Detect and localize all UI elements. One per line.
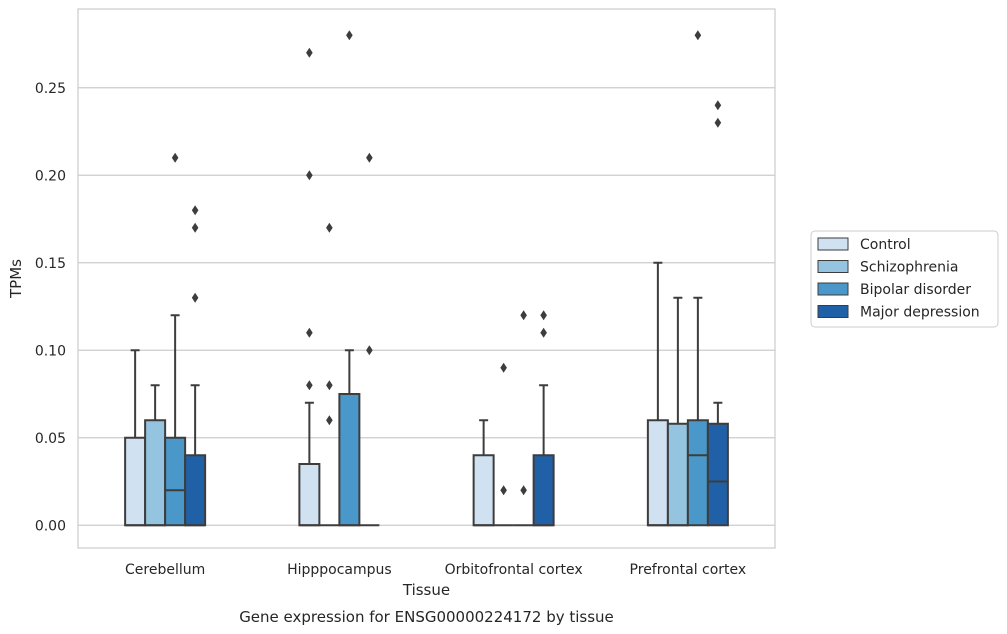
box-control (124, 349, 147, 527)
outlier-point (191, 222, 199, 233)
outlier-point (714, 100, 722, 111)
box-body (686, 419, 709, 527)
legend-frame (810, 230, 999, 328)
legend-label: Schizophrenia (860, 260, 958, 276)
x-tick-label: Prefrontal cortex (630, 562, 747, 578)
y-tick-label: 0.20 (35, 168, 66, 184)
outlier-point (326, 415, 333, 426)
box-body (298, 463, 321, 527)
outlier-point (326, 380, 333, 391)
box-body (184, 454, 207, 527)
legend-label: Bipolar disorder (860, 282, 971, 298)
legend-swatch (817, 305, 849, 318)
box-body (164, 436, 187, 527)
x-tick-label: Cerebellum (125, 562, 205, 578)
box-body (338, 393, 361, 527)
box-schizophrenia (493, 362, 514, 527)
legend-item: Bipolar disorder (817, 282, 971, 298)
outlier-point (306, 170, 313, 181)
outlier-point (366, 152, 373, 163)
outlier-point (694, 30, 702, 41)
outlier-point (500, 362, 507, 373)
legend-swatch (817, 282, 849, 296)
box-body (646, 419, 669, 527)
x-tick-label: Orbitofrontal cortex (445, 562, 583, 578)
legend-swatch (817, 237, 849, 251)
y-axis-label: TPMs (7, 259, 25, 299)
y-tick-label: 0.10 (35, 343, 66, 359)
box-bipolar-disorder (513, 310, 534, 527)
outlier-point (306, 380, 313, 391)
outlier-point (306, 47, 313, 58)
plot-frame (77, 8, 776, 549)
box-body (666, 422, 689, 527)
legend-item: Major depression (817, 305, 980, 321)
box-body (124, 436, 147, 527)
x-axis-label: Tissue (402, 581, 450, 599)
outlier-point (326, 222, 333, 233)
box-bipolar-disorder (164, 152, 187, 527)
outlier-point (714, 117, 722, 128)
outlier-point (306, 327, 313, 338)
y-tick-label: 0.15 (35, 256, 66, 272)
y-tick-label: 0.25 (35, 81, 66, 97)
legend-item: Schizophrenia (817, 260, 958, 276)
legend-label: Major depression (860, 305, 980, 321)
box-bipolar-disorder (686, 30, 709, 527)
box-schizophrenia (666, 296, 689, 527)
outlier-point (171, 152, 179, 163)
outlier-point (191, 205, 199, 216)
y-tick-labels: 0.00 0.05 0.10 0.15 0.20 0.25 (35, 81, 66, 535)
outlier-point (540, 310, 547, 321)
box-major-depression (184, 205, 207, 527)
box-body (532, 454, 555, 527)
box-control (298, 47, 321, 527)
box-schizophrenia (144, 384, 167, 527)
box-major-depression (532, 310, 555, 527)
legend: Control Schizophrenia Bipolar disorder Majo… (810, 230, 999, 328)
legend-item: Control (817, 237, 911, 253)
outlier-point (346, 30, 353, 41)
box-body (472, 454, 495, 527)
outlier-point (500, 485, 507, 496)
y-tick-label: 0.05 (35, 431, 66, 447)
box-schizophrenia (319, 222, 340, 527)
chart-caption: Gene expression for ENSG00000224172 by t… (239, 608, 614, 626)
box-layer (124, 30, 729, 527)
outlier-point (520, 485, 527, 496)
box-major-depression (359, 152, 380, 527)
y-tick-label: 0.00 (35, 518, 66, 534)
x-tick-label: Hipppocampus (287, 562, 392, 578)
outlier-point (366, 345, 373, 356)
box-control (472, 419, 495, 527)
outlier-point (520, 310, 527, 321)
legend-swatch (817, 260, 849, 273)
outlier-point (540, 327, 547, 338)
box-major-depression (706, 100, 729, 527)
x-tick-labels: Cerebellum Hipppocampus Orbitofrontal cort… (125, 562, 746, 578)
box-control (646, 261, 669, 527)
box-body (706, 422, 729, 527)
box-bipolar-disorder (338, 30, 361, 527)
legend-label: Control (860, 237, 911, 253)
box-body (144, 419, 167, 527)
outlier-point (191, 292, 199, 303)
